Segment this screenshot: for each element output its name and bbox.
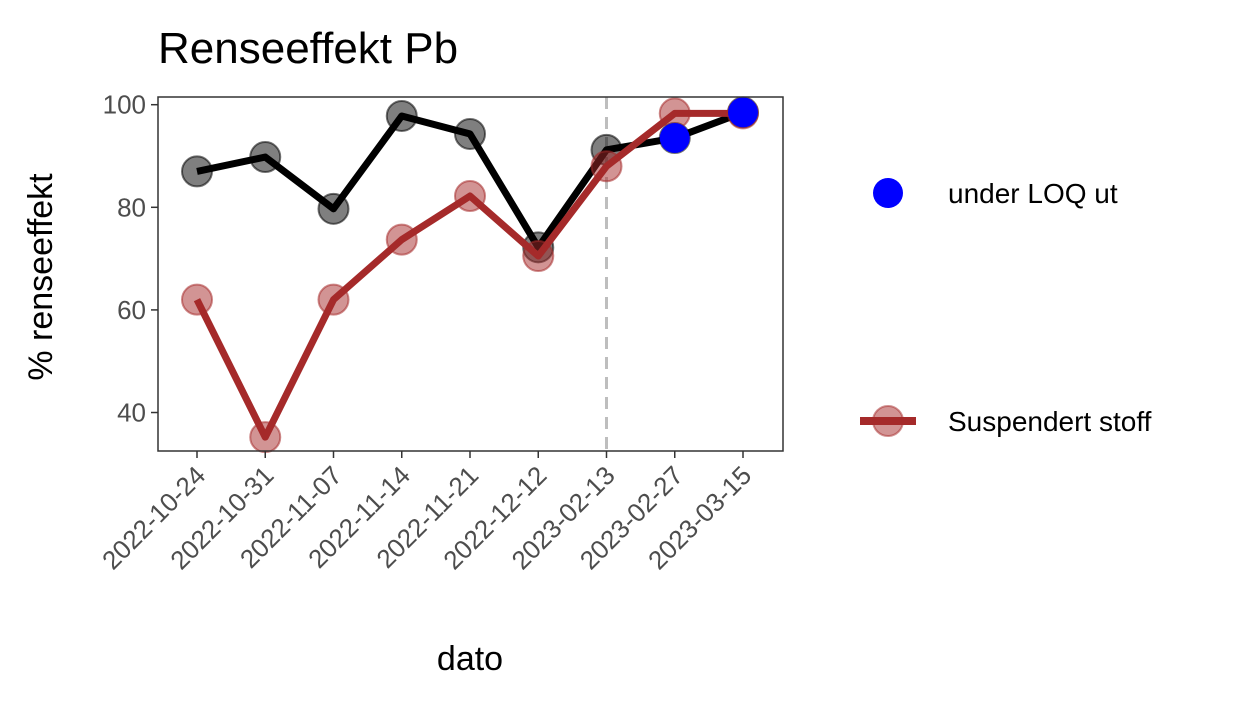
y-tick-label-80: 80 — [117, 192, 146, 222]
under-loq-point-0 — [659, 123, 690, 154]
y-axis-title: % renseeffekt — [22, 173, 60, 381]
series-0-line — [196, 109, 745, 251]
chart-title: Renseeffekt Pb — [158, 24, 458, 73]
y-tick-label-60: 60 — [117, 295, 146, 325]
y-tick-label-100: 100 — [103, 90, 146, 120]
y-tick-label-40: 40 — [117, 398, 146, 428]
legend-label-under-loq: under LOQ ut — [948, 178, 1118, 209]
legend-key-under-loq — [873, 178, 903, 208]
under-loq-point-1 — [728, 97, 758, 128]
series-1-line — [193, 109, 743, 441]
legend-key-suspendert-point — [872, 405, 904, 437]
legend-label-suspendert: Suspendert stoff — [948, 406, 1152, 437]
plot-area: 4060801002022-10-242022-10-312022-11-072… — [96, 90, 784, 575]
legend: under LOQ ut Suspendert stoff — [860, 178, 1152, 437]
x-axis-title: dato — [437, 640, 503, 678]
